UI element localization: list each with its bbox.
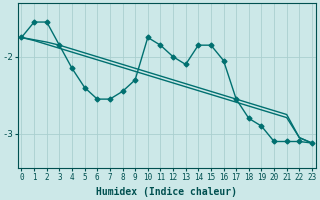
X-axis label: Humidex (Indice chaleur): Humidex (Indice chaleur): [96, 187, 237, 197]
